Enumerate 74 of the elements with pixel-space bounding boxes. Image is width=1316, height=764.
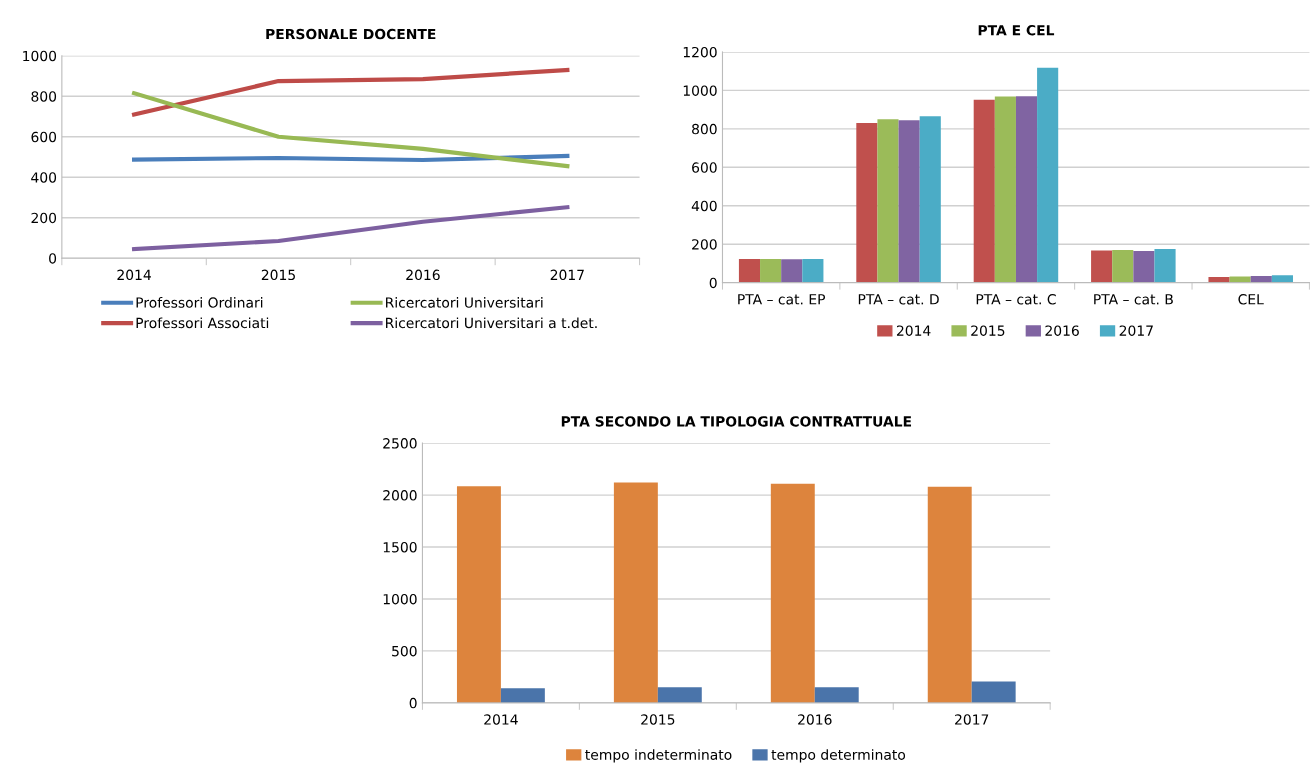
chart-title: PTA SECONDO LA TIPOLOGIA CONTRATTUALE: [561, 416, 912, 427]
bar: [994, 96, 1016, 283]
x-tick-label: 2015: [261, 269, 295, 281]
bar: [1091, 250, 1113, 283]
legend-label: 2016: [1045, 325, 1079, 336]
legend-label: tempo indeterminato: [585, 749, 732, 763]
x-tick-label: 2017: [955, 714, 989, 725]
bar: [781, 259, 803, 283]
y-tick-label: 1000: [383, 593, 417, 605]
x-tick-label: PTA – cat. B: [1094, 294, 1173, 305]
y-tick-label: 1500: [383, 541, 417, 553]
y-tick-label: 2000: [383, 490, 417, 501]
bar: [919, 116, 941, 283]
x-tick-label: CEL: [1238, 294, 1264, 305]
bar: [1133, 250, 1155, 283]
y-tick-label: 200: [31, 212, 57, 224]
x-tick-label: 2016: [798, 714, 832, 725]
legend-label: Professori Ordinari: [136, 297, 263, 308]
y-tick-label: 600: [692, 162, 717, 173]
chart-title: PERSONALE DOCENTE: [266, 28, 436, 40]
x-tick-label: PTA – cat. EP: [738, 294, 826, 305]
bar: [802, 259, 824, 283]
legend-label: 2014: [896, 325, 931, 336]
line-series: [131, 205, 570, 252]
legend-label: Ricercatori Universitari: [386, 297, 543, 308]
y-tick-label: 600: [31, 131, 57, 143]
bar: [898, 120, 920, 283]
y-tick-label: 1000: [683, 85, 717, 96]
bar: [927, 486, 972, 703]
x-tick-label: 2014: [117, 269, 151, 281]
bar: [1154, 249, 1176, 283]
legend-label: 2017: [1119, 325, 1153, 336]
y-tick-label: 200: [692, 239, 717, 250]
x-tick-label: 2017: [550, 269, 584, 281]
bar: [1208, 276, 1230, 283]
y-tick-label: 800: [31, 91, 57, 102]
y-tick-label: 0: [709, 277, 717, 289]
bar: [500, 688, 545, 703]
bar: [856, 123, 878, 283]
bar: [1112, 249, 1134, 283]
line-series: [131, 91, 570, 169]
y-tick-label: 400: [691, 200, 717, 212]
bar: [1015, 96, 1038, 283]
legend-label: 2015: [971, 325, 1005, 336]
y-tick-label: 2500: [383, 438, 417, 449]
bar: [613, 482, 658, 703]
x-tick-label: 2016: [406, 269, 440, 281]
bar: [973, 99, 995, 283]
bar: [1037, 67, 1059, 283]
y-tick-label: 1200: [683, 46, 717, 58]
legend-label: Professori Associati: [136, 317, 269, 329]
x-tick-label: PTA – cat. D: [858, 294, 939, 305]
legend-label: tempo determinato: [771, 749, 906, 763]
x-tick-label: PTA – cat. C: [976, 294, 1056, 305]
y-tick-label: 0: [49, 253, 57, 264]
bar: [770, 483, 815, 703]
y-tick-label: 400: [31, 172, 57, 183]
line-series: [131, 67, 570, 117]
chart-title: PTA E CEL: [978, 24, 1055, 36]
x-tick-label: 2015: [641, 714, 675, 725]
bar: [814, 687, 859, 703]
bar: [657, 687, 702, 703]
bar: [760, 259, 782, 283]
bar: [877, 119, 899, 283]
y-tick-label: 500: [392, 645, 417, 657]
y-tick-label: 1000: [23, 50, 57, 62]
legend-label: Ricercatori Universitari a t.det.: [386, 317, 597, 329]
x-tick-label: 2014: [484, 714, 518, 725]
bar: [1271, 275, 1293, 283]
bar: [456, 486, 501, 703]
y-tick-label: 800: [692, 123, 717, 135]
y-tick-label: 0: [409, 697, 417, 709]
bar: [971, 681, 1016, 703]
bar: [738, 259, 761, 283]
